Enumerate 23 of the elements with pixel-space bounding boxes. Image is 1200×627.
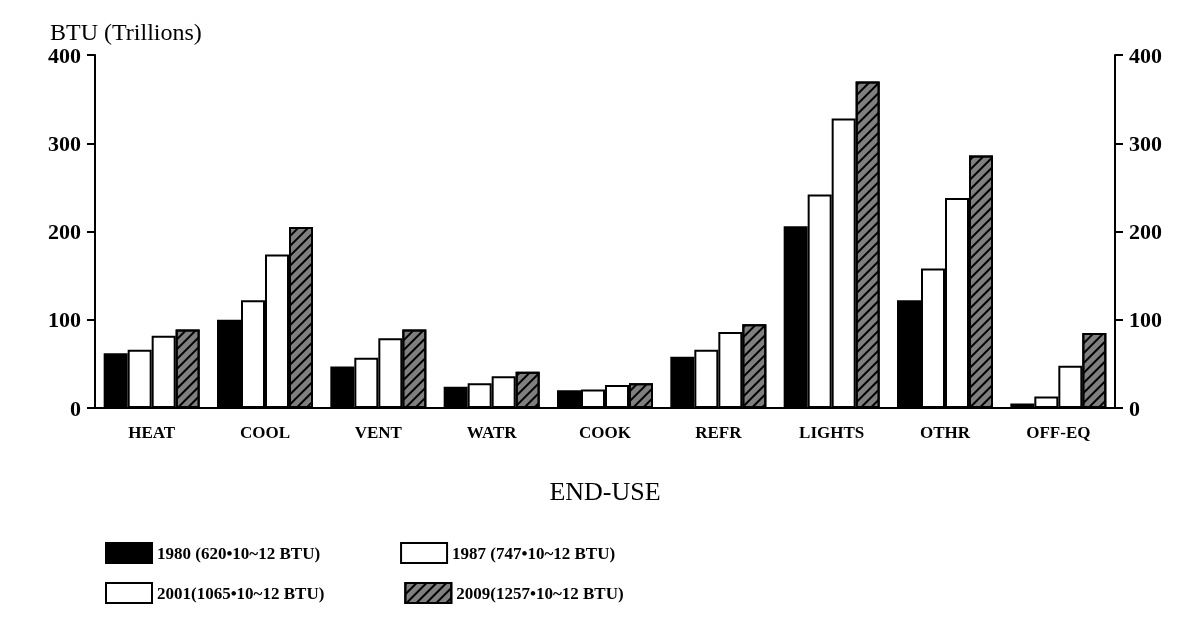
x-axis-title: END-USE [549,476,661,506]
x-tick-label: COOK [579,423,632,442]
x-tick-label: LIGHTS [799,423,865,442]
y2-tick-label: 200 [1129,219,1162,244]
x-tick-label: OFF-EQ [1026,423,1091,442]
legend-label: 2009(1257•10~12 BTU) [456,583,624,603]
x-tick-label: HEAT [128,423,176,442]
x-tick-label: WATR [466,423,518,442]
y-tick-label: 0 [70,395,81,421]
x-tick-label: VENT [354,423,403,442]
y2-tick-label: 100 [1129,307,1162,333]
legend-label: 1980 (620•10~12 BTU) [157,543,321,563]
y2-tick-label: 400 [1129,42,1162,68]
legend-label: 1987 (747•10~12 BTU) [452,543,616,563]
legend-label: 2001(1065•10~12 BTU) [157,583,325,603]
y-tick-label: 100 [48,307,81,333]
x-tick-label: COOL [239,423,291,442]
x-tick-label: OTHR [919,423,971,442]
y-tick-label: 300 [48,130,81,156]
y2-tick-label: 0 [1129,395,1140,421]
y-tick-label: 200 [48,219,81,244]
x-tick-label: REFR [695,423,743,442]
y2-tick-label: 300 [1129,130,1162,156]
